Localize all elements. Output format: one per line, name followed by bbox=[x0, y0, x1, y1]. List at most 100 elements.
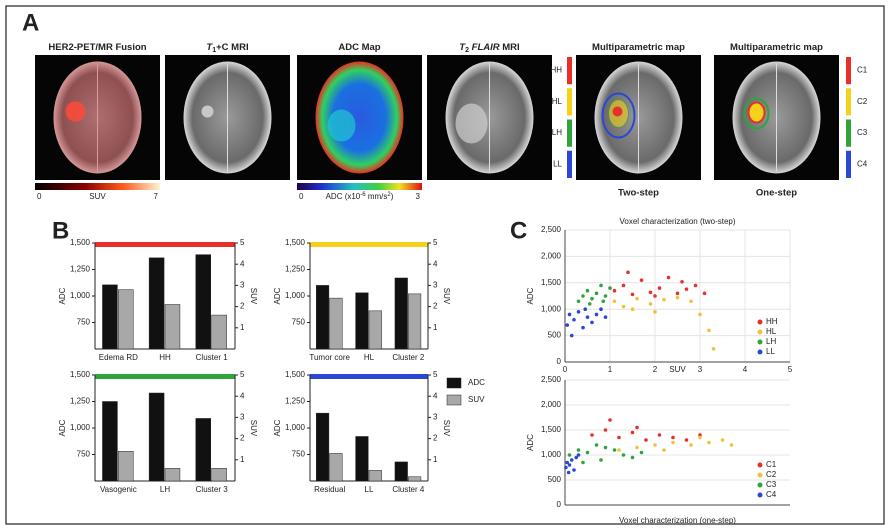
y2-axis-title: SUV bbox=[442, 288, 451, 305]
class-label: C2 bbox=[857, 97, 868, 106]
y2-tick-label: 2 bbox=[240, 434, 245, 443]
y-tick-label: 1,000 bbox=[541, 304, 562, 313]
point bbox=[630, 430, 635, 435]
x-tick-label: HH bbox=[159, 353, 171, 362]
y2-tick-label: 5 bbox=[240, 370, 245, 379]
bar bbox=[118, 289, 134, 350]
text: ADC (x10-6 mm/s2) bbox=[326, 192, 394, 202]
point bbox=[581, 325, 585, 330]
point bbox=[564, 465, 568, 470]
bar bbox=[355, 436, 369, 482]
point bbox=[617, 435, 621, 440]
y2-tick-label: 3 bbox=[433, 281, 438, 290]
point bbox=[574, 455, 579, 460]
point bbox=[662, 448, 666, 452]
y-tick-label: 1,500 bbox=[285, 370, 306, 379]
point bbox=[612, 288, 617, 293]
class-bar bbox=[567, 119, 572, 147]
y-axis-title: ADC bbox=[273, 419, 282, 436]
y2-tick-label: 1 bbox=[433, 323, 438, 332]
point bbox=[662, 297, 666, 302]
point bbox=[689, 443, 693, 447]
y2-tick-label: 3 bbox=[240, 281, 245, 290]
point bbox=[599, 458, 603, 462]
point bbox=[572, 317, 576, 322]
colorbar-min: 0 bbox=[37, 192, 42, 201]
class-bar bbox=[567, 150, 572, 178]
panel-label: A bbox=[22, 9, 39, 36]
bar bbox=[408, 293, 422, 350]
point bbox=[644, 438, 648, 442]
text: Multiparametric map bbox=[730, 42, 823, 53]
x-tick-label: Cluster 1 bbox=[196, 353, 229, 362]
bar bbox=[118, 451, 134, 482]
bar bbox=[355, 292, 369, 350]
point bbox=[639, 278, 644, 282]
legend-marker bbox=[757, 462, 763, 468]
x-tick-label: LL bbox=[365, 485, 374, 494]
y-axis-title: ADC bbox=[526, 434, 535, 451]
point bbox=[585, 315, 590, 319]
point bbox=[599, 283, 603, 288]
point bbox=[581, 294, 585, 298]
point bbox=[630, 292, 635, 297]
cls bbox=[743, 97, 770, 130]
y-tick-label: 2,000 bbox=[541, 252, 562, 261]
x-tick-label: 2 bbox=[653, 365, 658, 374]
uptake bbox=[65, 101, 86, 122]
point bbox=[567, 463, 572, 467]
y2-tick-label: 5 bbox=[240, 238, 245, 247]
bar bbox=[394, 461, 408, 482]
point bbox=[621, 453, 626, 457]
point bbox=[612, 299, 617, 304]
y2-axis-title: SUV bbox=[249, 288, 258, 305]
point bbox=[653, 443, 657, 447]
text-part: T bbox=[206, 42, 213, 53]
point bbox=[603, 428, 608, 432]
y-tick-label: 500 bbox=[548, 475, 562, 484]
legend-label: LL bbox=[766, 347, 775, 356]
point bbox=[675, 295, 680, 300]
y2-tick-label: 5 bbox=[433, 370, 438, 379]
point bbox=[657, 433, 662, 437]
y-tick-label: 1,500 bbox=[541, 425, 562, 434]
point bbox=[569, 333, 574, 338]
y-tick-label: 1,000 bbox=[285, 291, 306, 300]
point bbox=[711, 347, 716, 351]
x-tick-label: HL bbox=[364, 353, 375, 362]
point bbox=[639, 450, 644, 455]
point bbox=[594, 312, 599, 317]
y2-tick-label: 1 bbox=[240, 455, 245, 464]
y-tick-label: 750 bbox=[292, 450, 306, 459]
text-part: Multiparametric map bbox=[592, 42, 685, 53]
point bbox=[581, 460, 585, 465]
y2-tick-label: 5 bbox=[433, 238, 438, 247]
panel-label: B bbox=[52, 217, 69, 244]
cls bbox=[747, 101, 766, 124]
x-tick-label: Cluster 3 bbox=[196, 485, 229, 494]
point bbox=[576, 448, 581, 452]
legend-label: C1 bbox=[766, 460, 777, 469]
point bbox=[635, 425, 639, 430]
point bbox=[608, 418, 612, 422]
point bbox=[684, 287, 689, 291]
text: ADC Map bbox=[338, 42, 380, 53]
point bbox=[707, 328, 711, 333]
y-tick-label: 0 bbox=[557, 357, 562, 366]
chart-title: Voxel characterization (two-step) bbox=[619, 217, 735, 226]
y-tick-label: 2,500 bbox=[541, 225, 562, 234]
y-tick-label: 2,000 bbox=[541, 400, 562, 409]
class-bar bbox=[846, 88, 851, 116]
legend-label: HL bbox=[766, 327, 777, 336]
top-band bbox=[310, 242, 428, 247]
x-axis-title: SUV bbox=[669, 365, 686, 374]
point bbox=[720, 438, 725, 442]
class-label: C3 bbox=[857, 128, 868, 137]
y-tick-label: 1,500 bbox=[541, 278, 562, 287]
colorbar-max: 3 bbox=[416, 192, 421, 201]
bar bbox=[195, 418, 211, 482]
x-tick-label: Cluster 4 bbox=[392, 485, 425, 494]
class-label: C4 bbox=[857, 159, 868, 168]
point bbox=[590, 320, 594, 325]
y2-axis-title: SUV bbox=[442, 420, 451, 437]
